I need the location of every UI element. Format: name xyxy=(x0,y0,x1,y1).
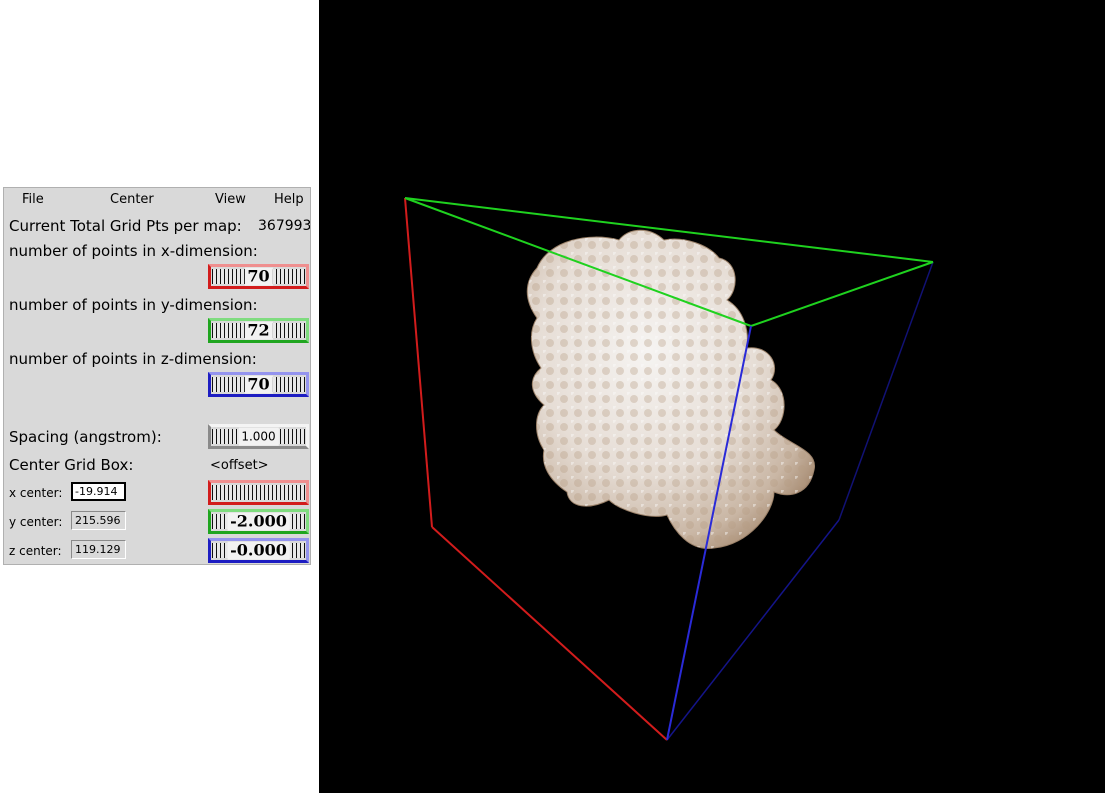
x-center-input[interactable] xyxy=(71,482,126,501)
y-dimension-thumbwheel[interactable]: 72 xyxy=(208,318,309,343)
y-offset-value: -2.000 xyxy=(227,512,290,531)
y-dimension-label: number of points in y-dimension: xyxy=(9,296,258,314)
center-grid-box-label: Center Grid Box: xyxy=(9,456,134,474)
spacing-thumbwheel[interactable]: 1.000 xyxy=(208,424,309,449)
molecule-surface xyxy=(526,229,815,549)
menu-file[interactable]: File xyxy=(22,192,44,207)
offset-label: <offset> xyxy=(210,458,269,473)
y-dimension-value: 72 xyxy=(244,321,273,340)
x-center-label: x center: xyxy=(9,486,63,500)
grid-box-edge-back xyxy=(838,261,934,521)
z-dimension-thumbwheel[interactable]: 70 xyxy=(208,372,309,397)
y-offset-thumbwheel[interactable]: -2.000 xyxy=(208,509,309,534)
grid-box-edge-bottom xyxy=(431,526,668,741)
grid-box-edge-bottom-right xyxy=(666,519,840,741)
z-offset-thumbwheel[interactable]: -0.000 xyxy=(208,538,309,563)
molecule-viewer[interactable] xyxy=(319,0,1105,793)
menu-center[interactable]: Center xyxy=(110,192,154,207)
surface-texture xyxy=(527,230,815,549)
grid-box-edge-front-top xyxy=(404,197,752,327)
z-dimension-label: number of points in z-dimension: xyxy=(9,350,257,368)
menu-view[interactable]: View xyxy=(215,192,246,207)
z-center-label: z center: xyxy=(9,544,62,558)
spacing-label: Spacing (angstrom): xyxy=(9,428,162,446)
thumbwheel-ticks xyxy=(212,485,305,500)
x-dimension-value: 70 xyxy=(244,267,273,286)
menu-help[interactable]: Help xyxy=(274,192,304,207)
menu-bar: File Center View Help xyxy=(4,188,310,210)
grid-box-edge-top-right xyxy=(750,261,934,327)
z-center-input[interactable] xyxy=(71,540,126,559)
z-offset-value: -0.000 xyxy=(227,541,290,560)
x-offset-thumbwheel[interactable] xyxy=(208,480,309,505)
z-dimension-value: 70 xyxy=(244,375,273,394)
grid-options-panel: File Center View Help Current Total Grid… xyxy=(3,187,311,565)
y-center-input[interactable] xyxy=(71,511,126,530)
total-grid-value: 367993 xyxy=(258,218,311,234)
x-dimension-label: number of points in x-dimension: xyxy=(9,242,258,260)
grid-box-edge-left xyxy=(404,197,433,528)
grid-box-edge-top xyxy=(404,197,934,263)
grid-box-edge-front-vertical xyxy=(666,325,752,741)
x-dimension-thumbwheel[interactable]: 70 xyxy=(208,264,309,289)
spacing-value: 1.000 xyxy=(238,427,279,446)
total-grid-label: Current Total Grid Pts per map: xyxy=(9,217,242,235)
y-center-label: y center: xyxy=(9,515,63,529)
viewer-canvas[interactable] xyxy=(319,0,1105,793)
